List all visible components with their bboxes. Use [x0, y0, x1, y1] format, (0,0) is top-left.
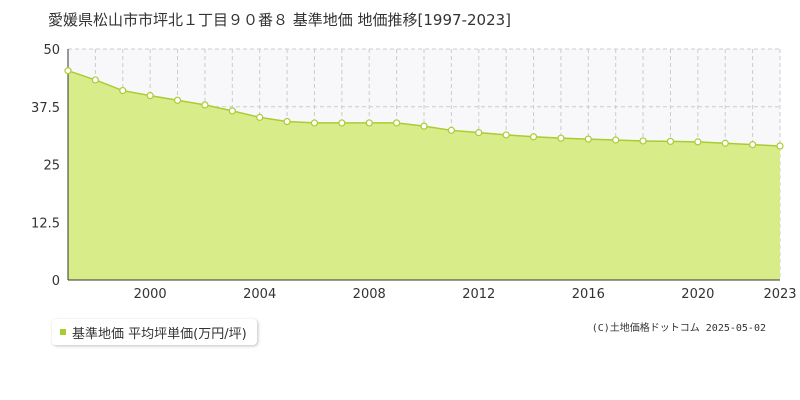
data-point	[666, 137, 675, 145]
axes	[67, 49, 780, 281]
legend: 基準地価 平均坪単価(万円/坪)	[52, 319, 257, 345]
data-point	[146, 92, 154, 100]
data-point	[721, 139, 729, 147]
data-point	[338, 119, 346, 127]
data-point	[694, 138, 702, 146]
data-point	[502, 131, 510, 139]
data-point	[612, 136, 620, 144]
legend-swatch	[60, 329, 66, 335]
copyright-text: (C)土地価格ドットコム 2025-05-02	[591, 323, 766, 334]
data-point	[475, 129, 483, 137]
x-tick-label: 2004	[243, 287, 276, 302]
x-tick-label: 2023	[763, 287, 796, 302]
data-point	[420, 122, 428, 130]
data-point	[256, 113, 264, 121]
data-point	[749, 141, 757, 149]
y-tick-label: 25	[43, 159, 60, 174]
tick-labels: 0 12.5 25 37.5 50 2000 2004 2008 2012 2016 2020 202…	[31, 43, 797, 302]
data-point	[173, 96, 182, 104]
data-point	[201, 101, 209, 109]
data-point	[529, 133, 538, 141]
data-point	[557, 134, 565, 142]
y-tick-label: 50	[43, 43, 60, 58]
legend-label: 基準地価 平均坪単価(万円/坪)	[72, 326, 247, 342]
x-tick-label: 2000	[134, 287, 167, 302]
y-tick-label: 12.5	[31, 216, 60, 231]
data-point	[119, 86, 127, 95]
data-points	[64, 67, 784, 150]
data-point	[393, 119, 401, 127]
data-point	[228, 107, 236, 115]
x-tick-label: 2008	[353, 287, 386, 302]
y-tick-label: 37.5	[31, 101, 60, 116]
data-point	[91, 76, 99, 84]
area-fill	[68, 70, 780, 281]
data-point	[365, 119, 373, 127]
data-point	[64, 67, 72, 75]
y-tick-label: 0	[52, 274, 60, 289]
x-tick-label: 2016	[572, 287, 605, 302]
data-point	[283, 117, 291, 126]
data-point	[639, 137, 647, 145]
x-tick-label: 2012	[462, 287, 495, 302]
chart-title: 愛媛県松山市市坪北１丁目９０番８ 基準地価 地価推移[1997-2023]	[48, 11, 512, 29]
data-point	[310, 119, 319, 127]
x-tick-label: 2020	[681, 287, 714, 302]
data-point	[776, 142, 784, 150]
data-point	[447, 126, 455, 134]
data-point	[584, 135, 592, 143]
